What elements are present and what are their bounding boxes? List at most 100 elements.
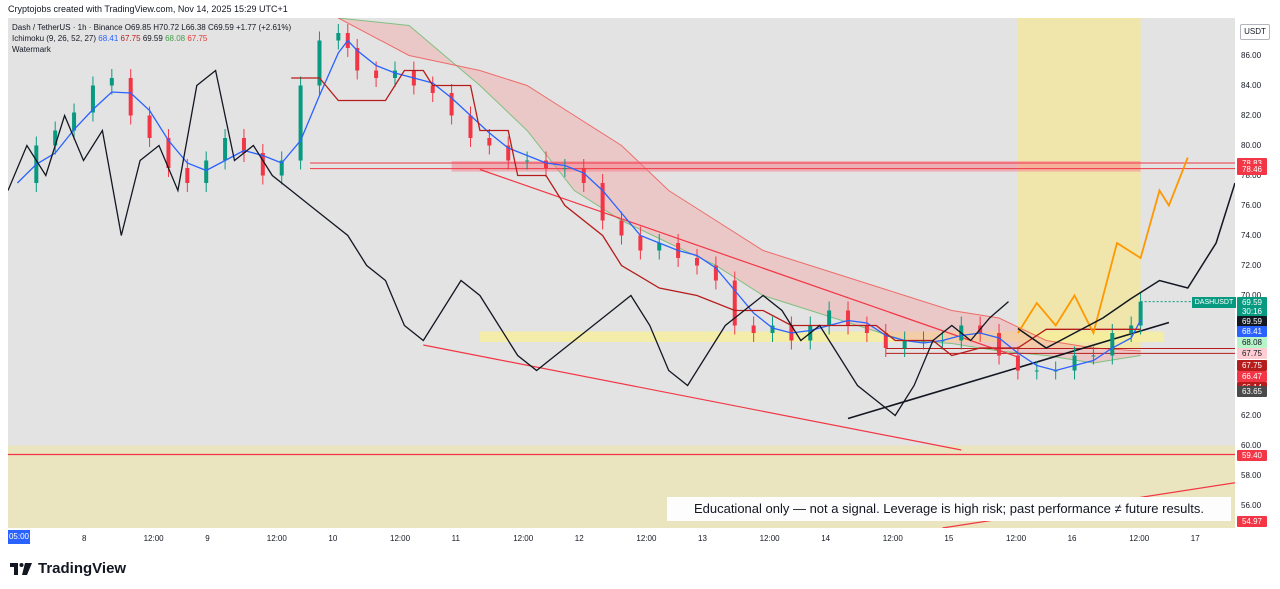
candle-body	[695, 258, 700, 266]
time-tick-label: 12:00	[513, 534, 534, 543]
candle-body	[619, 220, 624, 236]
candle-body	[53, 130, 58, 146]
price-tag: 68.08	[1237, 337, 1267, 348]
candle-body	[204, 160, 209, 183]
resistance-band	[451, 161, 1141, 172]
candle-body	[72, 112, 77, 131]
price-tag: 63.65	[1237, 385, 1267, 397]
candle-body	[997, 333, 1002, 356]
candle-body	[241, 138, 246, 153]
candle-body	[732, 280, 737, 326]
price-tag: 69.59	[1237, 316, 1267, 327]
price-tick-label: 86.00	[1241, 50, 1262, 60]
price-tick-label: 78.00	[1241, 170, 1262, 180]
candle-body	[279, 160, 284, 176]
price-tick-label: 72.00	[1241, 260, 1262, 270]
time-tick-label: 9	[205, 534, 210, 543]
candle-body	[562, 168, 567, 169]
time-tick-label: 11	[451, 534, 460, 543]
candle-body	[1015, 355, 1020, 371]
candle-body	[883, 333, 888, 348]
price-tag: 67.75	[1237, 348, 1267, 360]
price-chart[interactable]	[8, 18, 1235, 528]
candle-body	[223, 138, 228, 161]
candle-body	[581, 168, 586, 183]
candle-body	[902, 340, 907, 348]
ichimoku-value-conversion: 68.41	[98, 34, 119, 43]
price-tag: 30:16	[1237, 306, 1267, 318]
time-tick-label: 12:00	[882, 534, 903, 543]
price-axis[interactable]	[1235, 18, 1280, 528]
time-tick-label: 8	[82, 534, 87, 543]
candle-body	[449, 93, 454, 116]
price-tick-label: 84.00	[1241, 80, 1262, 90]
price-tick-label: 60.00	[1241, 440, 1262, 450]
ichimoku-value-span-b: 67.75	[187, 34, 208, 43]
brand-logo[interactable]: TradingView	[10, 560, 126, 577]
symbol-price-tag: DASHUSDT	[1192, 296, 1236, 308]
chart-area[interactable]	[8, 18, 1235, 528]
candle-body	[1072, 355, 1077, 371]
time-tick-label: 12:00	[390, 534, 411, 543]
candle-body	[355, 48, 360, 71]
disclaimer-text: Educational only — not a signal. Leverag…	[667, 497, 1231, 521]
price-tag: 54.97	[1237, 515, 1267, 527]
projection-black-path	[1017, 182, 1235, 349]
tradingview-logo-icon	[10, 562, 32, 575]
ichimoku-value-lagging: 69.59	[142, 34, 163, 43]
ichimoku-lagging-line	[8, 69, 1009, 417]
candle-body	[827, 310, 832, 326]
ichimoku-value-span-a: 68.08	[165, 34, 186, 43]
projection-orange-path	[1017, 157, 1189, 336]
candle-body	[1110, 333, 1115, 356]
time-tick-label: 14	[821, 534, 831, 543]
channel-lower-line	[423, 344, 962, 451]
time-tick-label: 16	[1067, 534, 1077, 543]
candle-body	[506, 145, 511, 161]
candle-body	[487, 138, 492, 146]
chart-legend: Dash / TetherUS · 1h · Binance O69.85 H7…	[12, 22, 291, 55]
price-tick-label: 58.00	[1241, 470, 1262, 480]
candle-body	[185, 168, 190, 183]
ichimoku-label: Ichimoku (9, 26, 52, 27)	[12, 34, 97, 43]
candle-body	[751, 325, 756, 333]
candle-body	[128, 78, 133, 116]
time-tick-label: 12:00	[759, 534, 780, 543]
price-tick-label: 76.00	[1241, 200, 1262, 210]
time-tick-label: 10	[328, 534, 338, 543]
price-tick-label: 80.00	[1241, 140, 1262, 150]
channel-upper-line	[479, 168, 1019, 358]
time-tick-label: 13	[698, 534, 707, 543]
currency-selector[interactable]: USDT	[1240, 24, 1270, 40]
ichimoku-value-base: 67.75	[120, 34, 141, 43]
candle-body	[657, 243, 662, 251]
candle-body	[770, 325, 775, 333]
candle-body	[846, 310, 851, 326]
price-tick-label: 56.00	[1241, 500, 1262, 510]
time-tick-label: 12:00	[1129, 534, 1150, 543]
time-tick-label: 12	[574, 534, 584, 543]
candle-body	[336, 33, 341, 41]
ichimoku-base-line	[291, 69, 1141, 357]
time-tick-label: 12:00	[1006, 534, 1027, 543]
ichimoku-conversion-line	[16, 39, 1142, 372]
price-tag: 68.41	[1237, 325, 1267, 337]
symbol-legend: Dash / TetherUS · 1h · Binance O69.85 H7…	[12, 23, 292, 32]
candle-body	[374, 70, 379, 78]
entry-zone-highlight	[479, 331, 1165, 342]
candle-body	[298, 85, 303, 161]
time-tick-label: 12:00	[266, 534, 287, 543]
candle-body	[147, 115, 152, 138]
price-tag: 78.83	[1237, 158, 1267, 170]
price-tick-label: 82.00	[1241, 110, 1262, 120]
price-tick-label: 74.00	[1241, 230, 1262, 240]
time-axis[interactable]	[8, 528, 1235, 546]
price-tag: 78.46	[1237, 163, 1267, 175]
candle-body	[600, 183, 605, 221]
candle-body	[1034, 370, 1039, 372]
ichimoku-legend: Ichimoku (9, 26, 52, 27) 68.41 67.75 69.…	[12, 33, 291, 44]
candle-body	[260, 153, 265, 176]
candle-body	[1091, 355, 1096, 357]
candle-body	[109, 78, 114, 86]
candle-body	[317, 40, 322, 86]
